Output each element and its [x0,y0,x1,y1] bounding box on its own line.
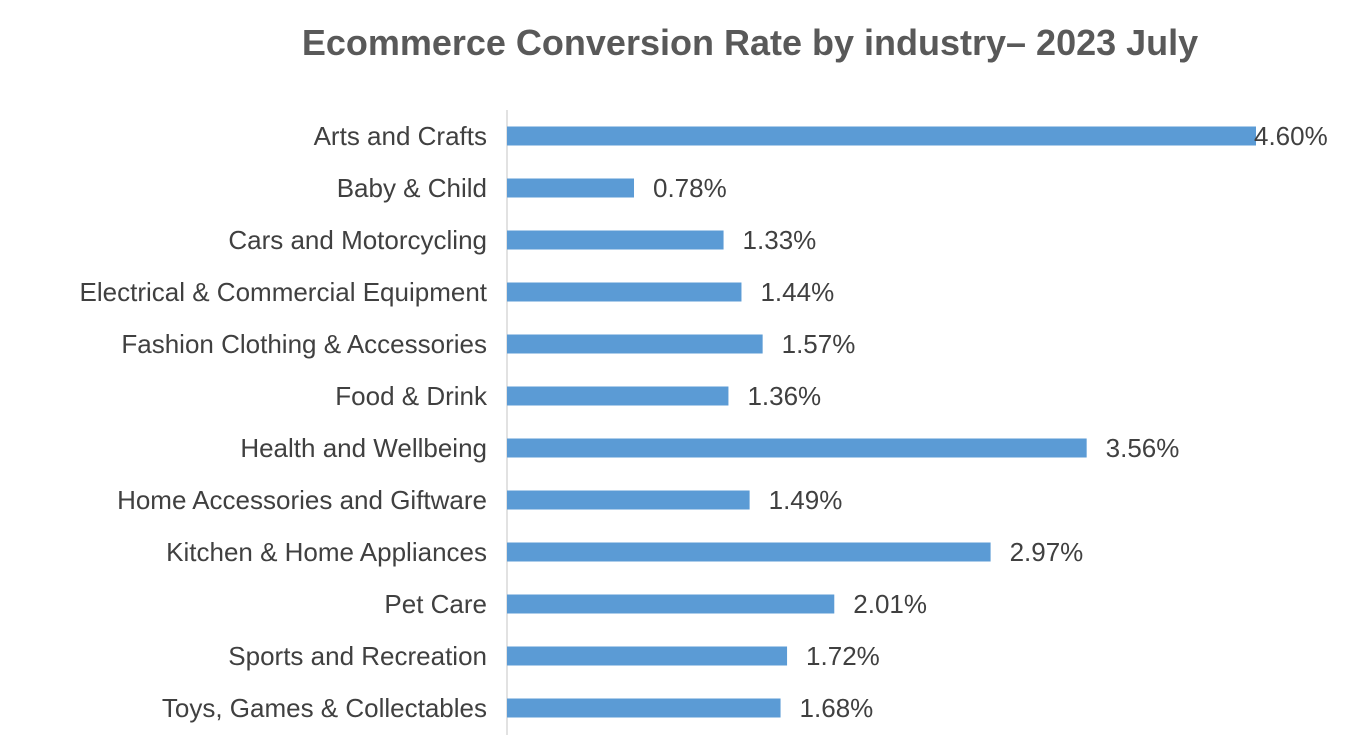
data-label: 1.72% [806,641,880,671]
data-label: 3.56% [1106,433,1180,463]
category-label: Home Accessories and Giftware [117,485,487,515]
category-label: Food & Drink [335,381,488,411]
bar [507,386,729,406]
data-label: 4.60% [1254,121,1328,151]
data-label: 1.68% [800,693,874,723]
category-label: Health and Wellbeing [240,433,487,463]
chart-title: Ecommerce Conversion Rate by industry– 2… [302,22,1198,63]
bar [507,646,788,666]
category-label: Arts and Crafts [314,121,487,151]
data-label: 1.44% [760,277,834,307]
bar [507,438,1087,458]
data-label: 2.97% [1010,537,1084,567]
bar [507,126,1256,146]
bar [507,542,991,562]
category-label: Electrical & Commercial Equipment [80,277,488,307]
bar [507,594,835,614]
category-label: Toys, Games & Collectables [162,693,487,723]
category-label: Kitchen & Home Appliances [166,537,487,567]
data-label: 1.36% [747,381,821,411]
data-label: 2.01% [853,589,927,619]
bar [507,282,742,302]
category-label: Baby & Child [337,173,487,203]
bar [507,334,763,354]
data-label: 1.49% [769,485,843,515]
bar [507,490,750,510]
bar [507,230,724,250]
category-label: Pet Care [384,589,487,619]
category-label: Sports and Recreation [228,641,487,671]
data-label: 1.57% [782,329,856,359]
category-label: Fashion Clothing & Accessories [121,329,487,359]
bar [507,698,781,718]
category-label: Cars and Motorcycling [228,225,487,255]
data-label: 1.33% [743,225,817,255]
data-label: 0.78% [653,173,727,203]
chart-marks: Arts and Crafts 4.60% Baby & Child 0.78% Car… [80,121,1328,723]
bar [507,178,635,198]
